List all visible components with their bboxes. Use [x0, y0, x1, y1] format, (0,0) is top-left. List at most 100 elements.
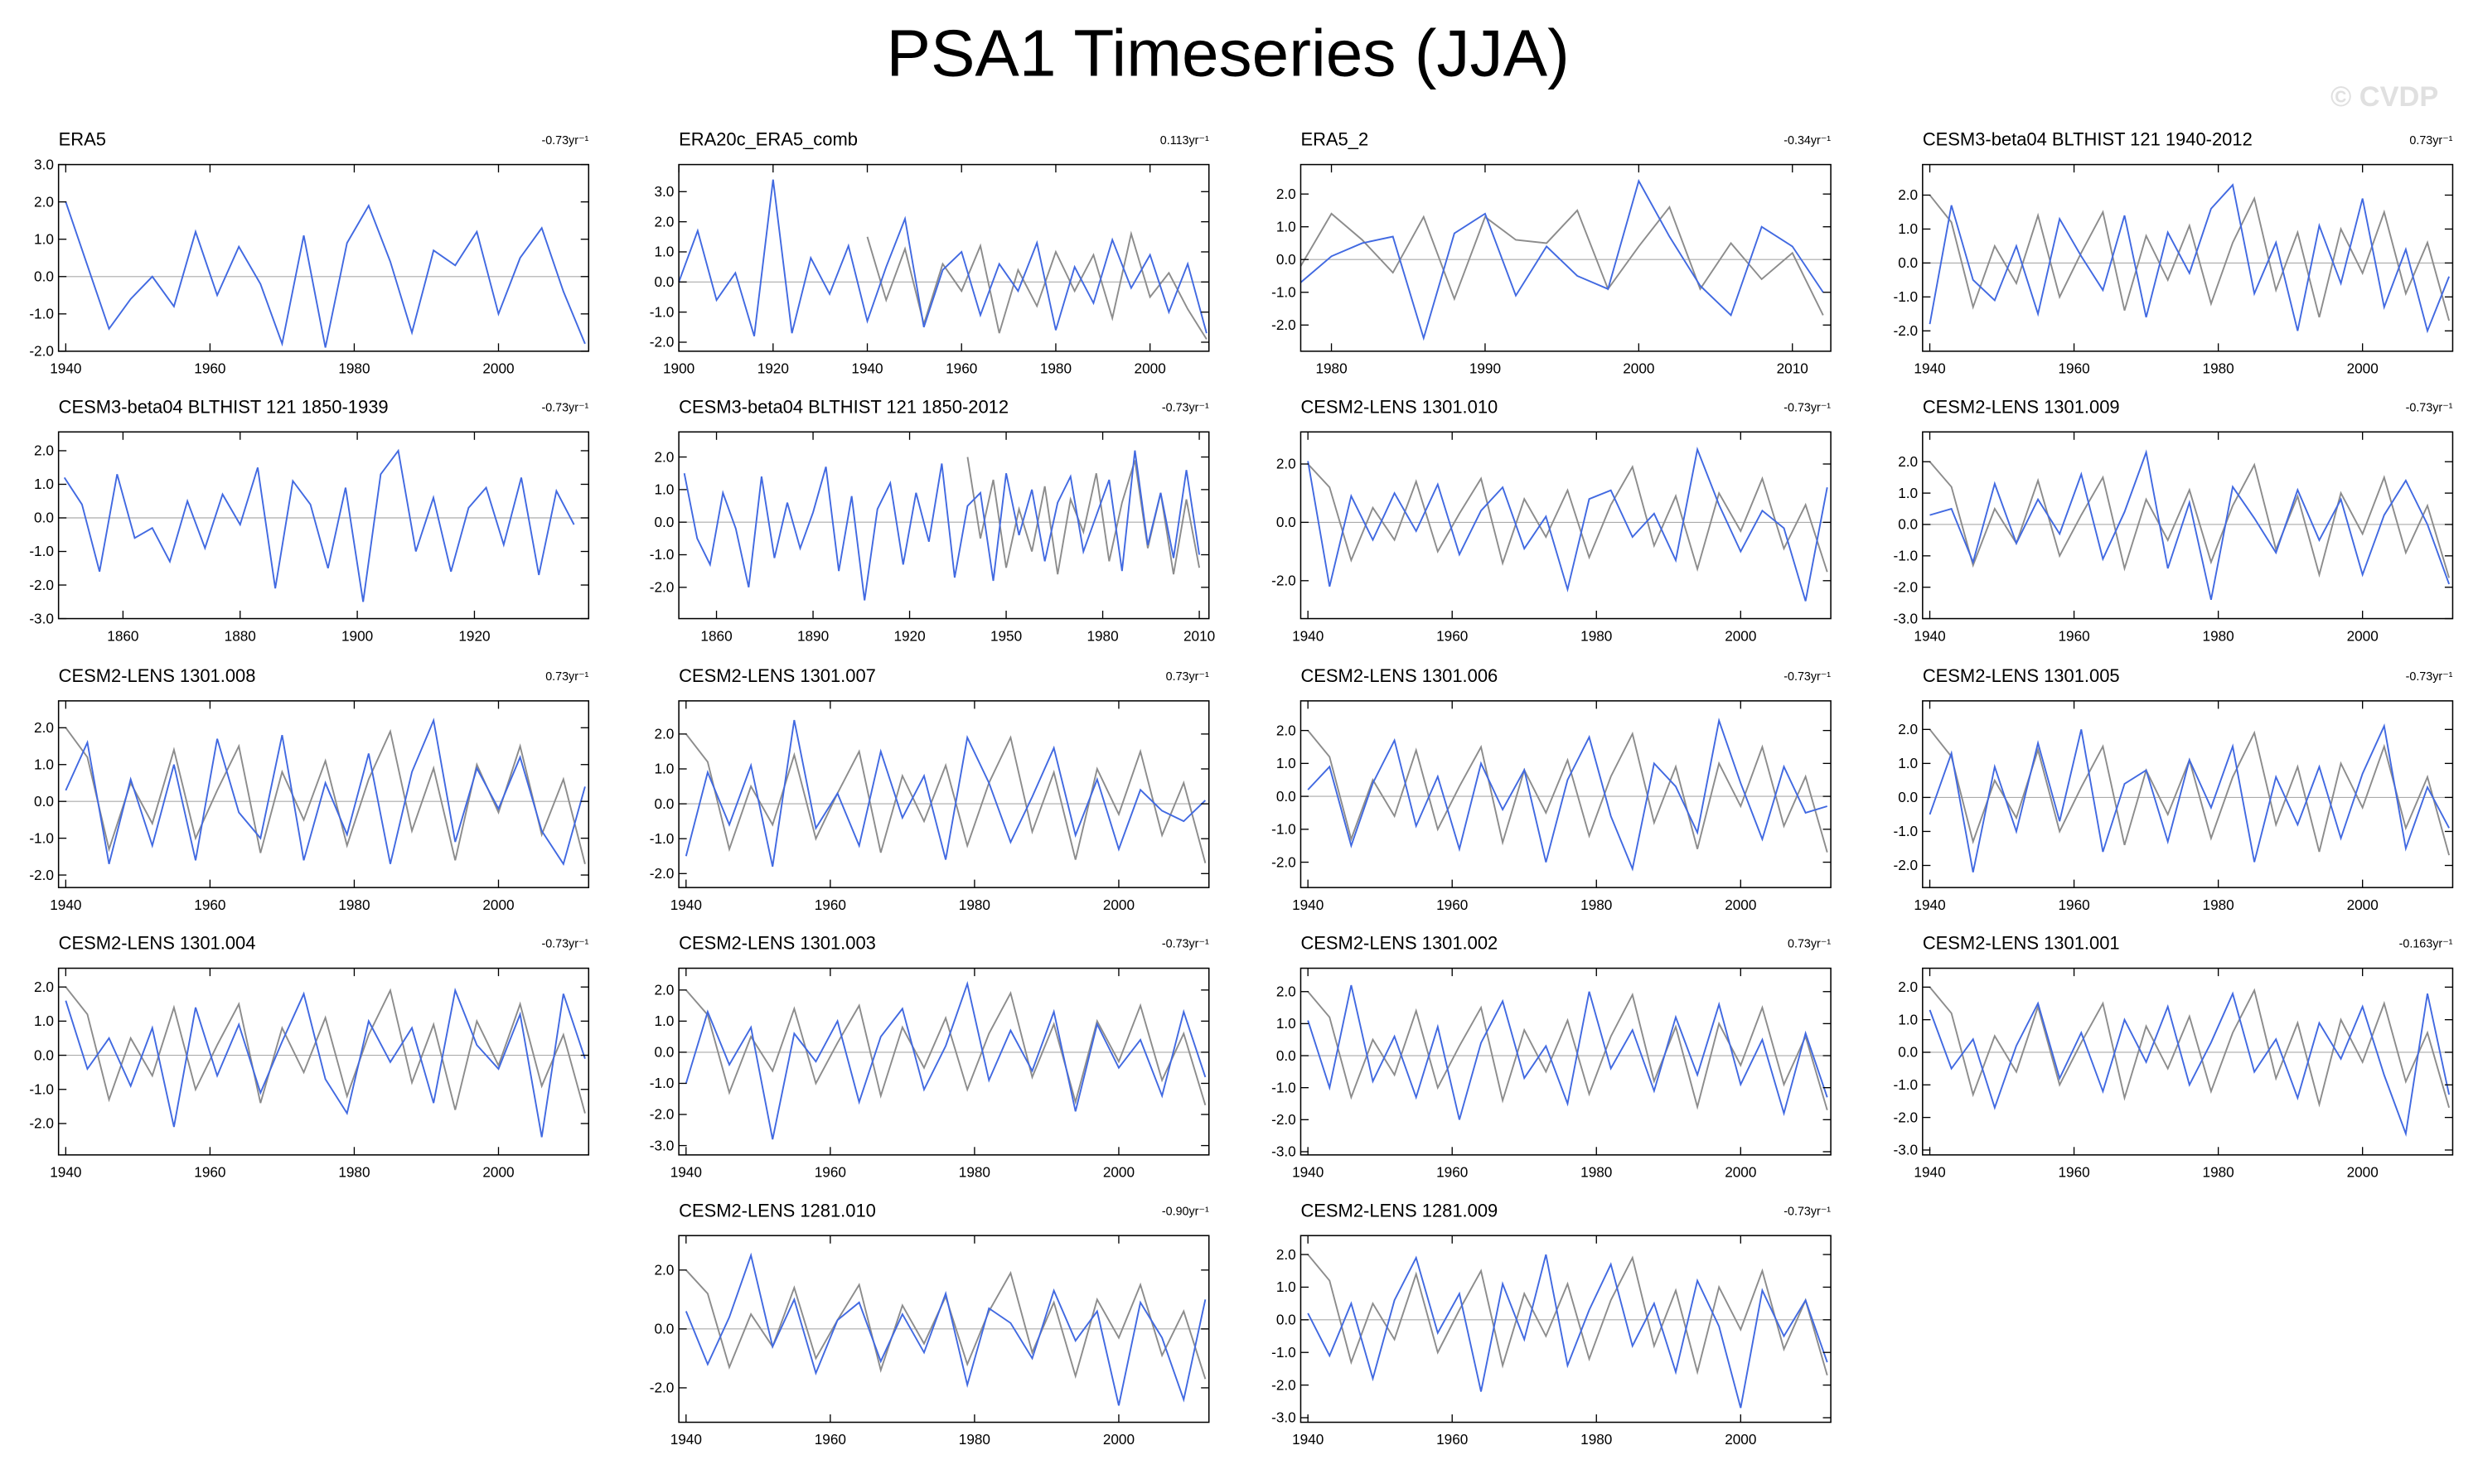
y-tick-label: -1.0 — [1271, 821, 1296, 838]
series-line — [1929, 728, 2451, 856]
y-tick-label: 1.0 — [1276, 218, 1296, 234]
y-tick-label: -1.0 — [29, 829, 54, 846]
y-tick-label: 0.0 — [1898, 254, 1918, 271]
y-tick-label: 0.0 — [1276, 1047, 1296, 1064]
x-tick-label: 2000 — [2347, 627, 2379, 644]
x-tick-label: 1940 — [670, 1164, 702, 1181]
x-tick-label: 1920 — [458, 627, 490, 644]
y-tick-label: 1.0 — [654, 244, 674, 260]
series-line — [685, 733, 1207, 863]
plot-frame — [678, 700, 1210, 888]
plot-frame — [57, 163, 590, 352]
x-tick-label: 2000 — [482, 1164, 514, 1181]
x-tick-label: 1940 — [1292, 1431, 1324, 1448]
x-tick-label: 1940 — [670, 1431, 702, 1448]
series-line — [685, 980, 1207, 1140]
x-tick-label: 1920 — [893, 627, 925, 644]
panel-trend: -0.73yr⁻¹ — [541, 134, 588, 147]
y-tick-label: 2.0 — [1276, 456, 1296, 472]
panel-title: ERA5 — [59, 129, 106, 150]
panel-title: CESM2-LENS 1301.003 — [679, 933, 876, 954]
y-tick-label: -2.0 — [1894, 857, 1919, 873]
series-line — [685, 1252, 1207, 1406]
y-tick-label: -2.0 — [1271, 573, 1296, 589]
y-tick-label: -1.0 — [650, 546, 675, 563]
y-tick-label: 1.0 — [1276, 1015, 1296, 1032]
plot-frame — [1299, 967, 1832, 1156]
x-tick-label: 2000 — [2347, 1164, 2379, 1181]
x-tick-label: 1940 — [1914, 1164, 1945, 1181]
panel-trend: -0.73yr⁻¹ — [2406, 401, 2453, 414]
panel-title: CESM2-LENS 1301.005 — [1923, 665, 2120, 686]
panel-title: CESM2-LENS 1301.001 — [1923, 933, 2120, 954]
x-tick-label: 1960 — [1436, 897, 1468, 913]
y-tick-label: 0.0 — [654, 1321, 674, 1337]
x-tick-label: 2000 — [1103, 1164, 1135, 1181]
y-tick-label: -1.0 — [29, 1080, 54, 1097]
panel-trend: -0.73yr⁻¹ — [1162, 401, 1209, 414]
x-tick-label: 1980 — [1315, 360, 1347, 377]
y-tick-label: -1.0 — [1894, 288, 1919, 305]
y-tick-label: 2.0 — [654, 448, 674, 465]
x-tick-label: 2000 — [1103, 1431, 1135, 1448]
y-tick-label: -2.0 — [1894, 1109, 1919, 1125]
y-tick-label: -2.0 — [1894, 578, 1919, 595]
y-tick-label: 2.0 — [654, 213, 674, 230]
plot-frame — [57, 431, 590, 620]
y-tick-label: 3.0 — [34, 156, 54, 172]
x-tick-label: 1980 — [338, 360, 370, 377]
panel-title: CESM2-LENS 1301.002 — [1300, 933, 1498, 954]
x-tick-label: 1960 — [1436, 627, 1468, 644]
series-line — [1307, 1254, 1828, 1409]
y-tick-label: -2.0 — [29, 867, 54, 883]
y-tick-label: 1.0 — [654, 481, 674, 498]
series-line — [1929, 723, 2450, 873]
y-tick-label: 1.0 — [654, 1013, 674, 1029]
y-tick-label: 2.0 — [1276, 186, 1296, 202]
x-tick-label: 1980 — [959, 897, 990, 913]
y-tick-label: 1.0 — [1276, 755, 1296, 771]
panel-title: CESM2-LENS 1281.010 — [679, 1200, 876, 1221]
x-tick-label: 1900 — [663, 360, 695, 377]
x-tick-label: 1960 — [2058, 360, 2089, 377]
series-line — [65, 987, 586, 1138]
x-tick-label: 1900 — [341, 627, 373, 644]
x-tick-label: 2000 — [1725, 897, 1756, 913]
x-tick-label: 2000 — [2347, 360, 2379, 377]
x-tick-label: 1980 — [1087, 627, 1118, 644]
panel-trend: -0.73yr⁻¹ — [541, 938, 588, 951]
y-tick-label: 2.0 — [654, 982, 674, 998]
y-tick-label: 1.0 — [1276, 1279, 1296, 1295]
x-tick-label: 2000 — [1135, 360, 1166, 377]
y-tick-label: -2.0 — [650, 1106, 675, 1123]
y-tick-label: 1.0 — [34, 756, 54, 772]
series-line — [63, 448, 575, 602]
series-line — [1929, 449, 2450, 601]
y-tick-label: -1.0 — [1271, 1079, 1296, 1095]
y-tick-label: -1.0 — [29, 543, 54, 559]
y-tick-label: -2.0 — [650, 334, 675, 350]
y-tick-label: 2.0 — [34, 442, 54, 459]
panel-trend: 0.73yr⁻¹ — [1788, 938, 1831, 951]
panel-title: ERA20c_ERA5_comb — [679, 129, 858, 150]
y-tick-label: -3.0 — [29, 610, 54, 626]
x-tick-label: 1980 — [2203, 360, 2234, 377]
series-line — [1307, 1254, 1828, 1376]
panel-trend: -0.73yr⁻¹ — [1783, 670, 1831, 684]
y-tick-label: 0.0 — [34, 268, 54, 285]
x-tick-label: 1920 — [757, 360, 789, 377]
plot-frame — [1922, 700, 2454, 888]
y-tick-label: 1.0 — [34, 1013, 54, 1029]
plot-frame — [1922, 967, 2454, 1156]
y-tick-label: 1.0 — [1898, 220, 1918, 237]
y-tick-label: -1.0 — [650, 1075, 675, 1091]
panel-trend: -0.73yr⁻¹ — [1783, 401, 1831, 414]
panel-title: CESM3-beta04 BLTHIST 121 1850-1939 — [59, 396, 389, 417]
y-tick-label: -2.0 — [29, 343, 54, 360]
y-tick-label: -3.0 — [1894, 610, 1919, 626]
x-tick-label: 1960 — [1436, 1431, 1468, 1448]
panel-trend: -0.34yr⁻¹ — [1783, 134, 1831, 147]
plot-frame — [678, 163, 1210, 352]
x-tick-label: 2000 — [1725, 1431, 1756, 1448]
